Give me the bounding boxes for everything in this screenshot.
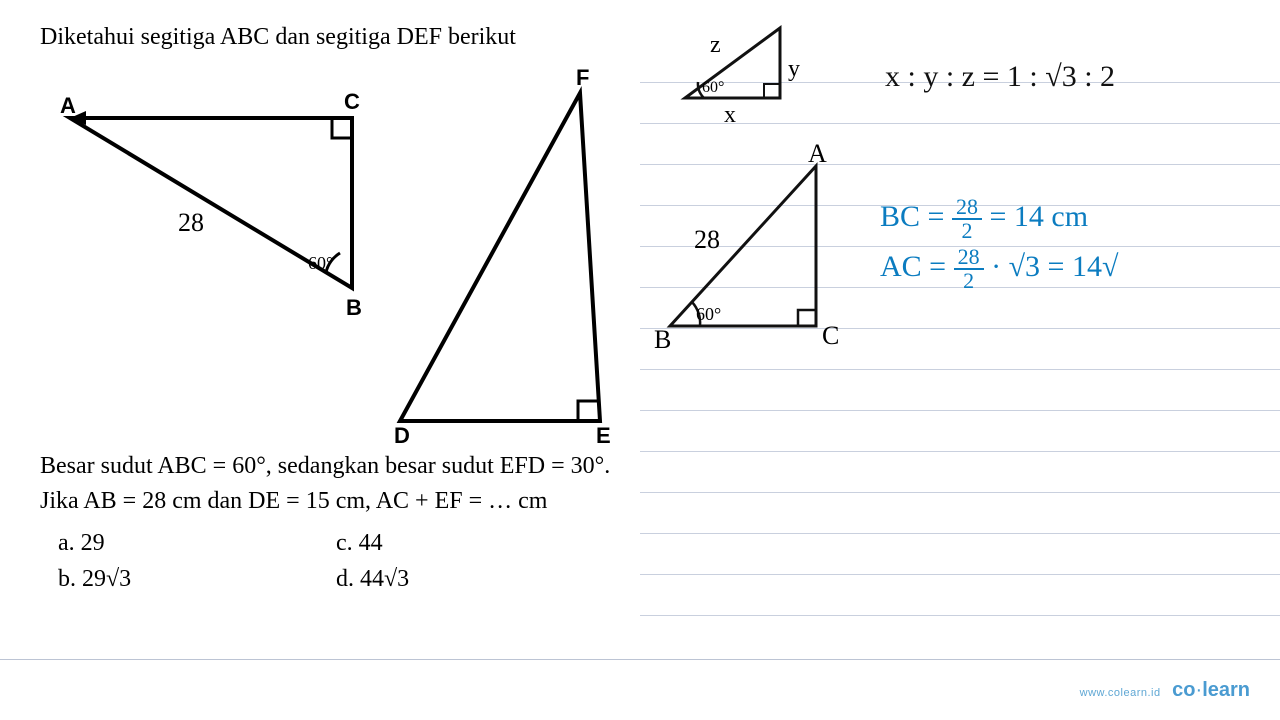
option-a[interactable]: a. 29 bbox=[58, 525, 318, 561]
ratio-y: y bbox=[788, 56, 800, 82]
text-line-2: Jika AB = 28 cm dan DE = 15 cm, AC + EF … bbox=[40, 484, 620, 519]
ac-num: 28 bbox=[954, 246, 984, 270]
label-c: C bbox=[344, 89, 360, 114]
problem-text: Besar sudut ABC = 60°, sedangkan besar s… bbox=[40, 449, 620, 519]
triangle-def: D E F bbox=[394, 65, 611, 443]
sketch-angle: 60° bbox=[696, 304, 721, 324]
bc-label: BC = bbox=[880, 200, 952, 233]
triangle-abc: A C B 28 60° bbox=[60, 89, 362, 320]
ratio-equation: x : y : z = 1 : √3 : 2 bbox=[885, 60, 1115, 94]
label-b: B bbox=[346, 295, 362, 320]
option-c[interactable]: c. 44 bbox=[336, 525, 596, 561]
ac-equation: AC = 282 · √3 = 14√ bbox=[880, 246, 1118, 292]
ratio-rhs: 1 : √3 : 2 bbox=[1007, 60, 1115, 93]
ac-result: · √3 = 14√ bbox=[991, 250, 1118, 283]
sketch-b: B bbox=[654, 325, 671, 348]
sketch-ab: 28 bbox=[694, 225, 720, 254]
answer-options: a. 29 c. 44 b. 29√3 d. 44√3 bbox=[40, 525, 620, 597]
ratio-lhs: x : y : z = bbox=[885, 60, 1007, 93]
ratio-triangle-sketch: x y z 60° bbox=[670, 18, 830, 128]
ac-label: AC = bbox=[880, 250, 954, 283]
label-e: E bbox=[596, 423, 611, 443]
bc-den: 2 bbox=[952, 220, 982, 242]
ratio-x: x bbox=[724, 102, 736, 128]
option-b[interactable]: b. 29√3 bbox=[58, 561, 318, 597]
bc-num: 28 bbox=[952, 196, 982, 220]
label-d: D bbox=[394, 423, 410, 443]
problem-diagrams: A C B 28 60° D E F bbox=[40, 63, 620, 443]
ac-den: 2 bbox=[954, 270, 984, 292]
sketch-abc: A B C 28 60° bbox=[640, 138, 860, 348]
label-f: F bbox=[576, 65, 589, 90]
sketch-a: A bbox=[808, 139, 827, 168]
sketch-c: C bbox=[822, 321, 839, 348]
ratio-angle: 60° bbox=[702, 79, 724, 96]
bc-equation: BC = 282 = 14 cm bbox=[880, 196, 1088, 242]
problem-panel: Diketahui segitiga ABC dan segitiga DEF … bbox=[0, 0, 640, 720]
solution-panel: x y z 60° x : y : z = 1 : √3 : 2 A B C 2… bbox=[640, 0, 1280, 720]
angle-b: 60° bbox=[308, 253, 333, 273]
problem-title: Diketahui segitiga ABC dan segitiga DEF … bbox=[40, 24, 620, 51]
ab-length: 28 bbox=[178, 208, 204, 237]
diagram-svg: A C B 28 60° D E F bbox=[40, 63, 640, 443]
label-a: A bbox=[60, 93, 76, 118]
text-line-1: Besar sudut ABC = 60°, sedangkan besar s… bbox=[40, 449, 620, 484]
ratio-z: z bbox=[710, 32, 721, 58]
option-d[interactable]: d. 44√3 bbox=[336, 561, 596, 597]
bc-result: = 14 cm bbox=[989, 200, 1088, 233]
